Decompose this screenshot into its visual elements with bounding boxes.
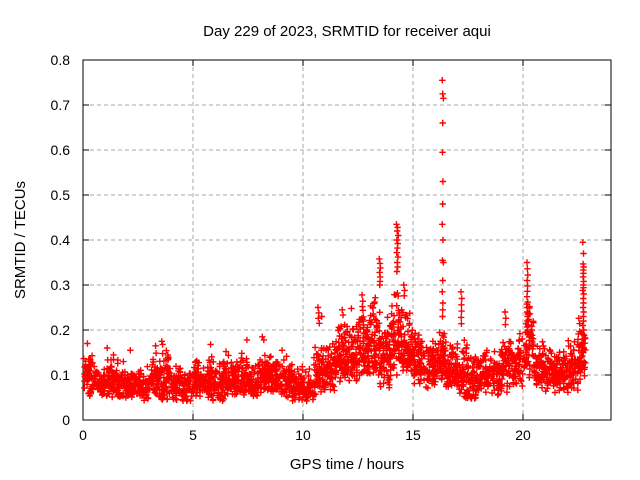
y-tick-label: 0.6 xyxy=(51,142,71,158)
x-tick-label: 15 xyxy=(405,427,421,443)
y-tick-label: 0.2 xyxy=(51,322,71,338)
y-tick-label: 0.7 xyxy=(51,97,71,113)
x-tick-label: 5 xyxy=(189,427,197,443)
x-tick-label: 0 xyxy=(79,427,87,443)
x-axis-label: GPS time / hours xyxy=(290,456,404,473)
y-tick-label: 0.1 xyxy=(51,367,71,383)
y-axis-label: SRMTID / TECUs xyxy=(12,181,29,299)
tick-labels: 0 0.1 0.2 0.3 0.4 0.5 0.6 0.7 0.8 0 5 10 15 20 xyxy=(51,52,531,443)
y-tick-label: 0.8 xyxy=(51,52,71,68)
data-points xyxy=(80,77,589,405)
data-series xyxy=(80,77,589,405)
chart-title: Day 229 of 2023, SRMTID for receiver aqu… xyxy=(203,23,491,40)
y-tick-label: 0.5 xyxy=(51,187,71,203)
x-tick-label: 10 xyxy=(295,427,311,443)
y-tick-label: 0.4 xyxy=(51,232,71,248)
y-tick-label: 0.3 xyxy=(51,277,71,293)
x-tick-label: 20 xyxy=(515,427,531,443)
plot-border-and-ticks xyxy=(82,59,612,421)
y-tick-label: 0 xyxy=(62,412,70,428)
gridlines xyxy=(83,60,611,420)
